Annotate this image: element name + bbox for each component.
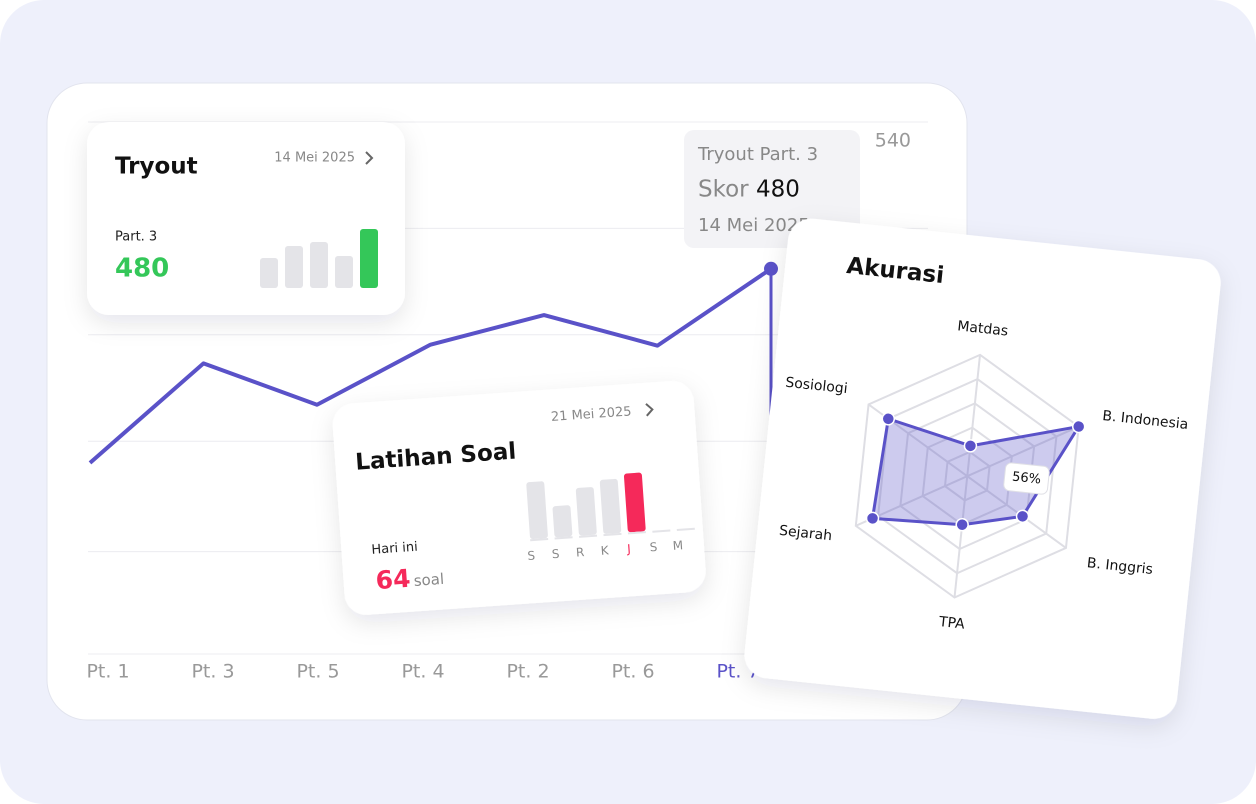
bar bbox=[360, 229, 378, 288]
bar bbox=[285, 246, 303, 288]
chevron[interactable] bbox=[365, 151, 374, 165]
line-series bbox=[88, 267, 773, 465]
x-tick-label: M bbox=[672, 538, 683, 553]
card bbox=[87, 122, 405, 315]
x-tick-label: Pt. 1 bbox=[86, 661, 129, 683]
bar bbox=[260, 258, 278, 288]
bar-base bbox=[578, 534, 598, 538]
radar-spoke bbox=[953, 476, 969, 598]
tooltip bbox=[684, 130, 860, 248]
axis-label: Matdas bbox=[957, 318, 1009, 339]
x-tick-label: Pt. 6 bbox=[611, 661, 654, 683]
bar bbox=[623, 472, 646, 533]
x-tick-label: Pt. 2 bbox=[506, 661, 549, 683]
card-count: 64 bbox=[375, 564, 412, 595]
bar-base bbox=[652, 529, 671, 533]
y-tick-label: 540 bbox=[875, 130, 911, 152]
x-tick-label: S bbox=[527, 548, 536, 562]
x-tick-label: Pt. 5 bbox=[296, 661, 339, 683]
bar-base bbox=[530, 538, 549, 542]
axis-label: Sejarah bbox=[778, 523, 833, 544]
x-tick-label: S bbox=[649, 540, 658, 554]
card-title: Tryout bbox=[115, 154, 198, 180]
x-tick-label: K bbox=[600, 543, 610, 558]
axis-label: TPA bbox=[937, 614, 966, 633]
tooltip-label: Skor bbox=[698, 177, 749, 203]
radar-point bbox=[963, 439, 978, 453]
axis-label: B. Inggris bbox=[1086, 555, 1154, 578]
bar-base bbox=[627, 531, 646, 535]
bar-base bbox=[554, 536, 573, 540]
axis-label: Sosiologi bbox=[785, 375, 849, 397]
chevron[interactable] bbox=[645, 403, 654, 417]
latihan-card: Latihan Soal 21 Mei 2025 Hari ini 64 soa… bbox=[332, 381, 706, 615]
bar bbox=[599, 478, 622, 534]
card bbox=[332, 381, 706, 615]
annotation-box bbox=[1003, 462, 1050, 495]
card-unit: soal bbox=[413, 570, 445, 590]
x-tick-label: S bbox=[551, 547, 560, 561]
card-label: Part. 3 bbox=[115, 230, 157, 245]
x-tick-label: Pt. 4 bbox=[401, 661, 444, 683]
bar bbox=[310, 242, 328, 288]
tryout-card: Tryout 14 Mei 2025 Part. 3 480 bbox=[87, 122, 405, 315]
tooltip-value: 480 bbox=[756, 177, 800, 203]
radar-point bbox=[955, 517, 969, 532]
card-score: 480 bbox=[115, 254, 169, 284]
tooltip-title: Tryout Part. 3 bbox=[697, 144, 818, 165]
radar-point bbox=[1071, 419, 1086, 434]
card-date: 14 Mei 2025 bbox=[274, 151, 355, 166]
radar-spoke bbox=[966, 475, 1067, 549]
tooltip-date: 14 Mei 2025 bbox=[698, 215, 810, 236]
bar bbox=[526, 481, 548, 540]
bar bbox=[552, 505, 573, 538]
point bbox=[764, 261, 778, 276]
annotation: 56% bbox=[1011, 470, 1041, 488]
card-date: 21 Mei 2025 bbox=[550, 404, 632, 425]
bar bbox=[575, 487, 597, 536]
bar-base bbox=[603, 532, 622, 537]
radar-point bbox=[865, 511, 880, 526]
line-chart: 0540Pt. 1Pt. 3Pt. 5Pt. 4Pt. 2Pt. 6Pt. 7T… bbox=[86, 121, 928, 683]
radar-point bbox=[881, 412, 896, 426]
x-tick-label: J bbox=[626, 542, 632, 556]
bar bbox=[335, 256, 353, 288]
radar-spoke bbox=[966, 425, 1080, 478]
radar-point bbox=[1015, 509, 1030, 524]
radar-spoke bbox=[966, 354, 982, 477]
x-tick-label: Pt. 3 bbox=[191, 661, 234, 683]
x-tick-label: R bbox=[575, 545, 584, 560]
bar-base bbox=[676, 527, 695, 532]
card-label: Hari ini bbox=[371, 540, 418, 558]
